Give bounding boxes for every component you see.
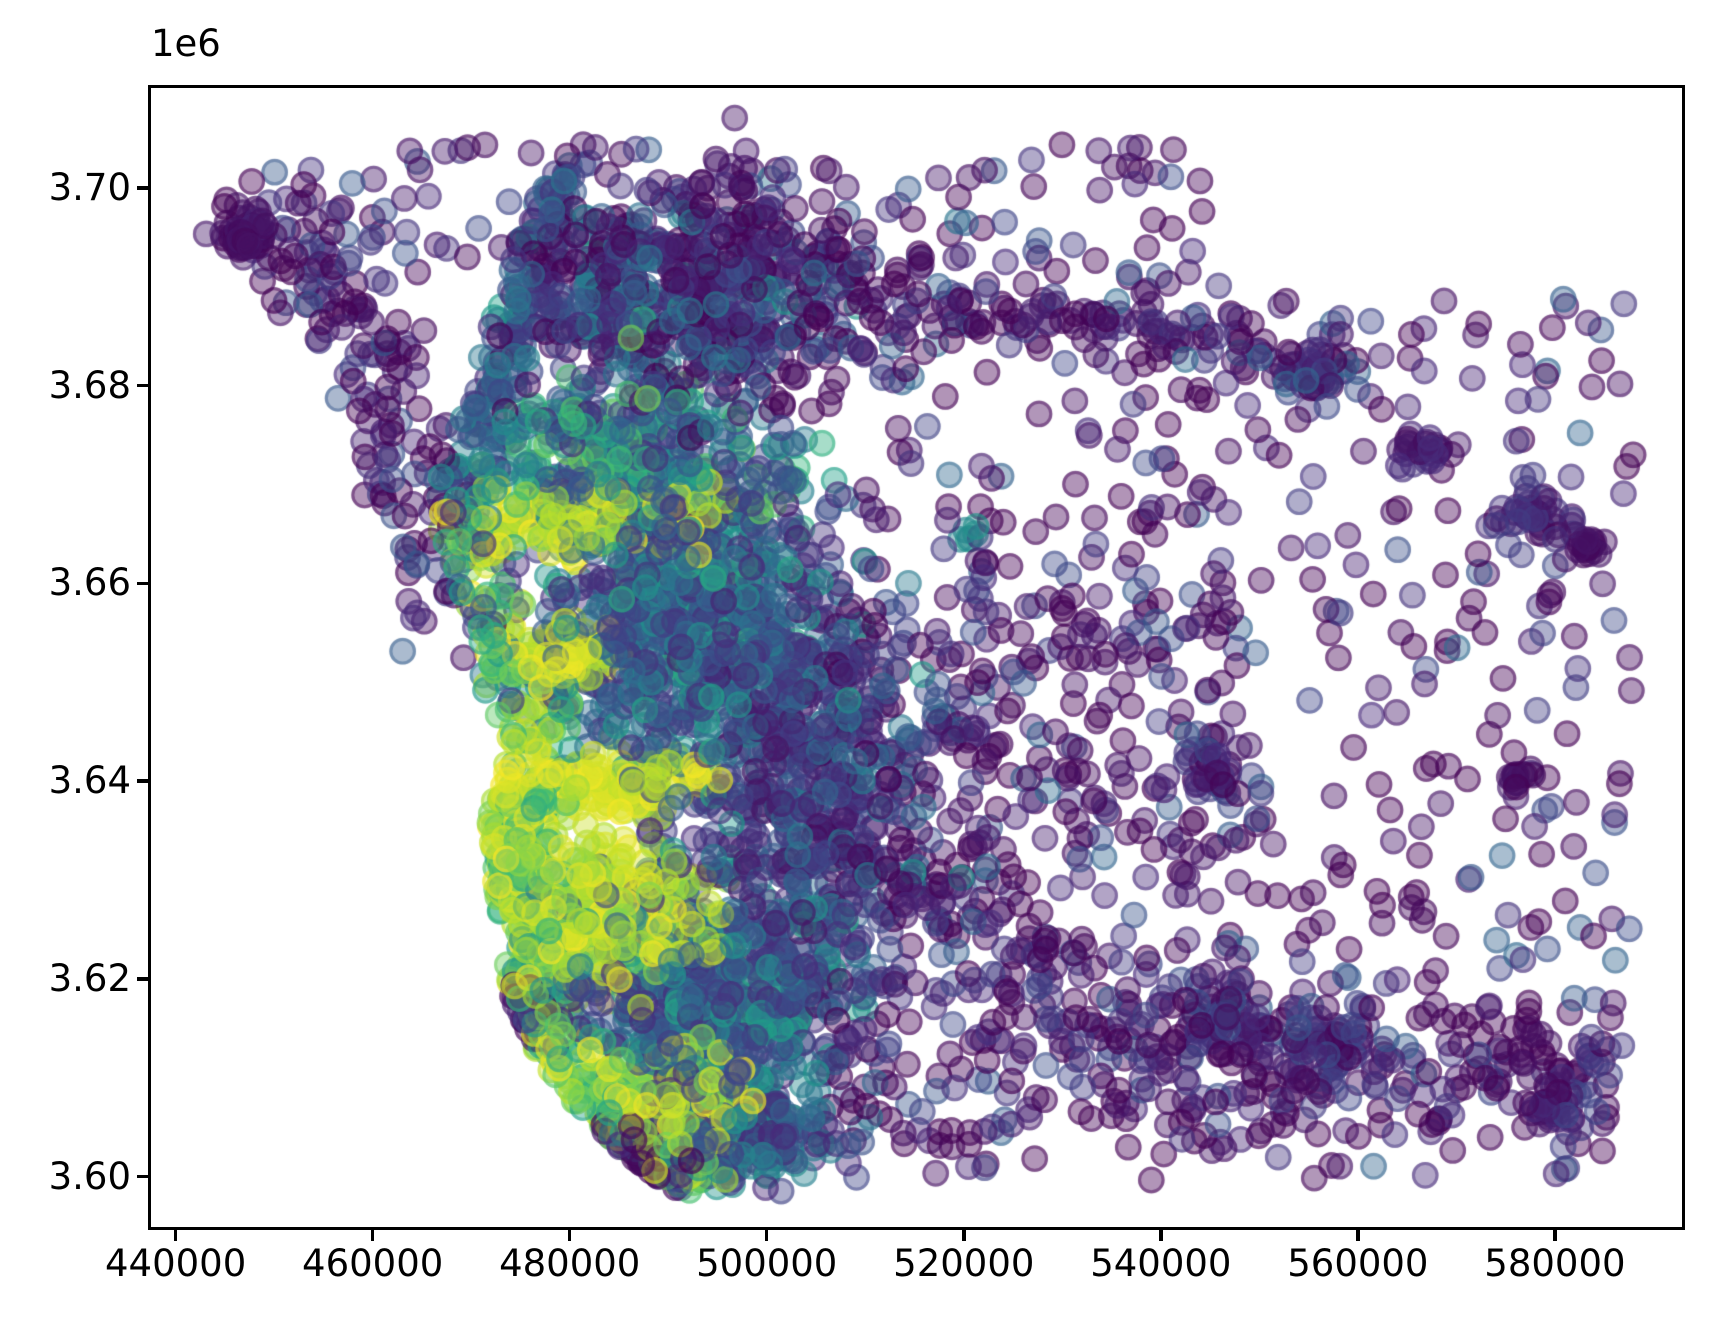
- x-tick-mark: [962, 1227, 966, 1241]
- y-tick-mark: [137, 383, 151, 388]
- y-axis-offset-label: 1e6: [151, 22, 221, 65]
- y-tick-label: 3.66: [48, 561, 131, 605]
- y-tick-label: 3.62: [48, 956, 131, 1000]
- y-tick-mark: [137, 779, 151, 783]
- x-tick-label: 440000: [105, 1242, 247, 1285]
- y-tick-mark: [137, 1174, 151, 1179]
- scatter-points-canvas: [151, 88, 1682, 1227]
- x-tick-mark: [567, 1227, 572, 1241]
- x-tick-mark: [370, 1227, 375, 1241]
- x-tick-label: 460000: [302, 1242, 444, 1285]
- x-tick-mark: [1553, 1227, 1557, 1241]
- x-tick-mark: [173, 1227, 178, 1241]
- y-tick-mark: [137, 581, 151, 586]
- x-tick-label: 540000: [1090, 1242, 1232, 1285]
- y-tick-mark: [137, 977, 151, 981]
- x-tick-label: 580000: [1484, 1242, 1626, 1285]
- x-tick-label: 500000: [696, 1242, 838, 1285]
- x-tick-label: 480000: [499, 1242, 641, 1285]
- x-tick-mark: [1356, 1227, 1360, 1241]
- x-tick-label: 560000: [1287, 1242, 1429, 1285]
- x-tick-label: 520000: [893, 1242, 1035, 1285]
- x-tick-mark: [764, 1227, 769, 1241]
- y-tick-label: 3.60: [48, 1154, 131, 1198]
- x-tick-mark: [1159, 1227, 1163, 1241]
- y-tick-label: 3.68: [48, 363, 131, 407]
- y-tick-mark: [137, 186, 151, 190]
- y-tick-label: 3.64: [48, 759, 131, 803]
- y-tick-label: 3.70: [48, 165, 131, 209]
